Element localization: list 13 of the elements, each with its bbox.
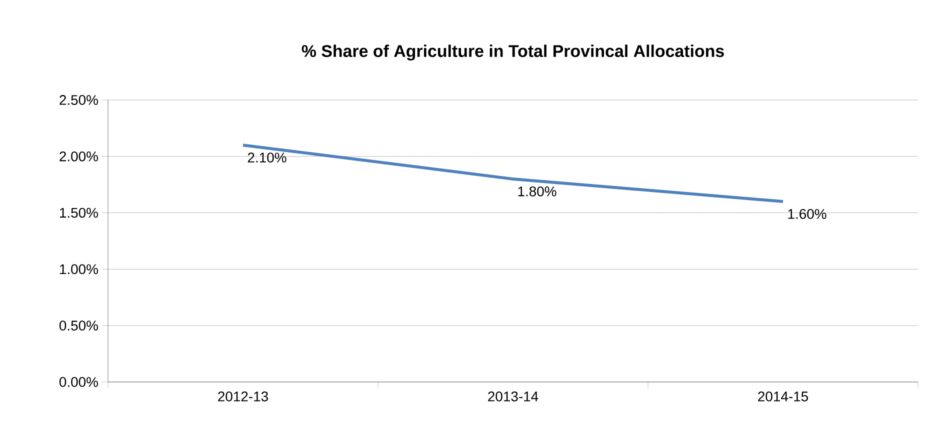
data-label: 1.60%	[788, 209, 826, 219]
y-tick-label: 2.00%	[60, 151, 98, 162]
y-tick-label: 0.50%	[59, 320, 98, 331]
data-label: 2.10%	[248, 152, 286, 163]
y-tick-label: 1.50%	[60, 208, 98, 218]
y-tick-label: 2.50%	[60, 95, 98, 105]
x-tick-label: 2012-13	[218, 392, 268, 402]
x-tick-label: 2013-14	[488, 392, 538, 402]
chart-title: % Share of Agriculture in Total Provincal Allocations	[302, 44, 724, 61]
data-label: 1.80%	[518, 186, 556, 196]
y-tick-label: 0.00%	[59, 377, 98, 387]
x-tick-label: 2014-15	[758, 392, 808, 402]
y-tick-label: 1.00%	[60, 264, 98, 274]
